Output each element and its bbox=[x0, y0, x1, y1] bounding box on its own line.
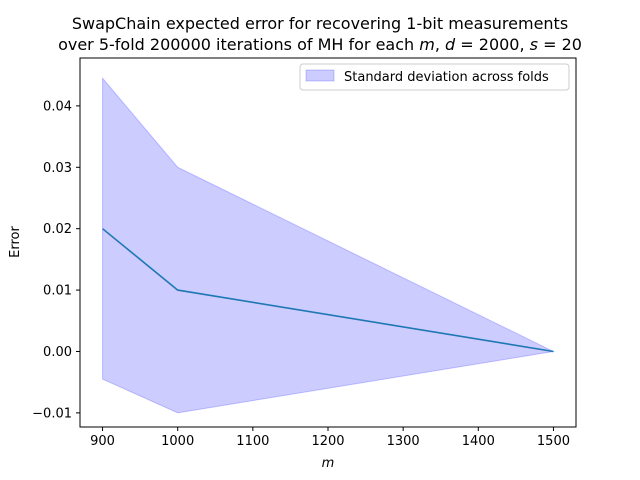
line-layer bbox=[102, 228, 554, 353]
y-tick-label: 0.04 bbox=[43, 99, 72, 114]
y-axis-label: Error bbox=[8, 226, 23, 258]
x-tick-label: 1500 bbox=[537, 434, 570, 449]
y-tick-label: 0.02 bbox=[43, 222, 72, 237]
tick-layer: 900 1000 1100 1200 1300 1400 1500 −0.01 0.00 0.01… bbox=[32, 99, 570, 449]
y-tick-label: 0.00 bbox=[43, 345, 72, 360]
x-tick-label: 900 bbox=[90, 434, 115, 449]
band-layer bbox=[102, 76, 556, 414]
x-axis-label: m bbox=[322, 456, 335, 471]
legend: Standard deviation across folds bbox=[299, 63, 570, 91]
x-tick-label: 1400 bbox=[462, 434, 495, 449]
legend-label: Standard deviation across folds bbox=[344, 70, 549, 85]
legend-box bbox=[299, 63, 570, 91]
x-tick-label: 1100 bbox=[236, 434, 269, 449]
x-tick-label: 1000 bbox=[161, 434, 194, 449]
y-tick-label: 0.01 bbox=[43, 284, 72, 299]
x-tick-label: 1200 bbox=[311, 434, 344, 449]
y-tick-label: 0.03 bbox=[43, 161, 72, 176]
chart-title-line-1: SwapChain expected error for recovering … bbox=[72, 14, 568, 33]
legend-swatch bbox=[305, 69, 335, 82]
plot-frame bbox=[79, 57, 577, 428]
std-band bbox=[102, 76, 556, 414]
x-tick-label: 1300 bbox=[387, 434, 420, 449]
chart-title-line-2: over 5-fold 200000 iterations of MH for … bbox=[58, 35, 582, 54]
y-tick-label: −0.01 bbox=[32, 406, 72, 421]
